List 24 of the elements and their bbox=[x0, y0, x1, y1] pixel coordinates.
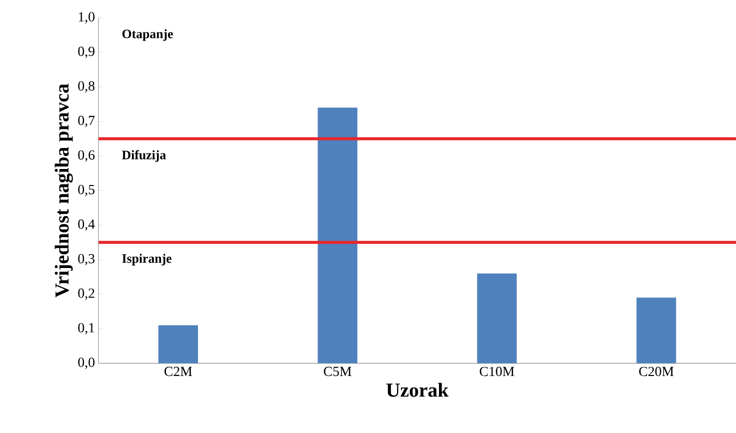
y-tick-label: 0,8 bbox=[78, 81, 94, 93]
x-tick-label: C2M bbox=[164, 366, 192, 376]
bar bbox=[636, 298, 676, 364]
y-tick-label: 0,2 bbox=[78, 288, 94, 300]
y-axis-title: Vrijednost nagiba pravca bbox=[54, 84, 73, 298]
y-tick-label: 0,3 bbox=[78, 254, 94, 266]
y-tick-label: 0,1 bbox=[78, 323, 94, 335]
bar bbox=[477, 274, 517, 364]
y-tick-label: 1,0 bbox=[78, 12, 94, 24]
annotation: Otapanje bbox=[122, 29, 173, 42]
y-tick-label: 0,5 bbox=[78, 185, 94, 196]
bar bbox=[318, 108, 358, 364]
y-tick-label: 0,7 bbox=[78, 116, 95, 128]
y-tick-label: 0,9 bbox=[78, 46, 94, 58]
x-tick-label: C5M bbox=[324, 366, 352, 376]
y-tick-label: 0,0 bbox=[78, 358, 94, 370]
x-axis-title: Uzorak bbox=[386, 383, 449, 398]
x-tick-label: C20M bbox=[639, 366, 674, 376]
annotation: Ispiranje bbox=[122, 254, 172, 266]
y-tick-label: 0,6 bbox=[78, 150, 95, 162]
bar bbox=[158, 326, 198, 364]
annotation: Difuzija bbox=[122, 150, 166, 162]
x-tick-label: C10M bbox=[480, 366, 514, 376]
y-tick-label: 0,4 bbox=[78, 220, 95, 231]
